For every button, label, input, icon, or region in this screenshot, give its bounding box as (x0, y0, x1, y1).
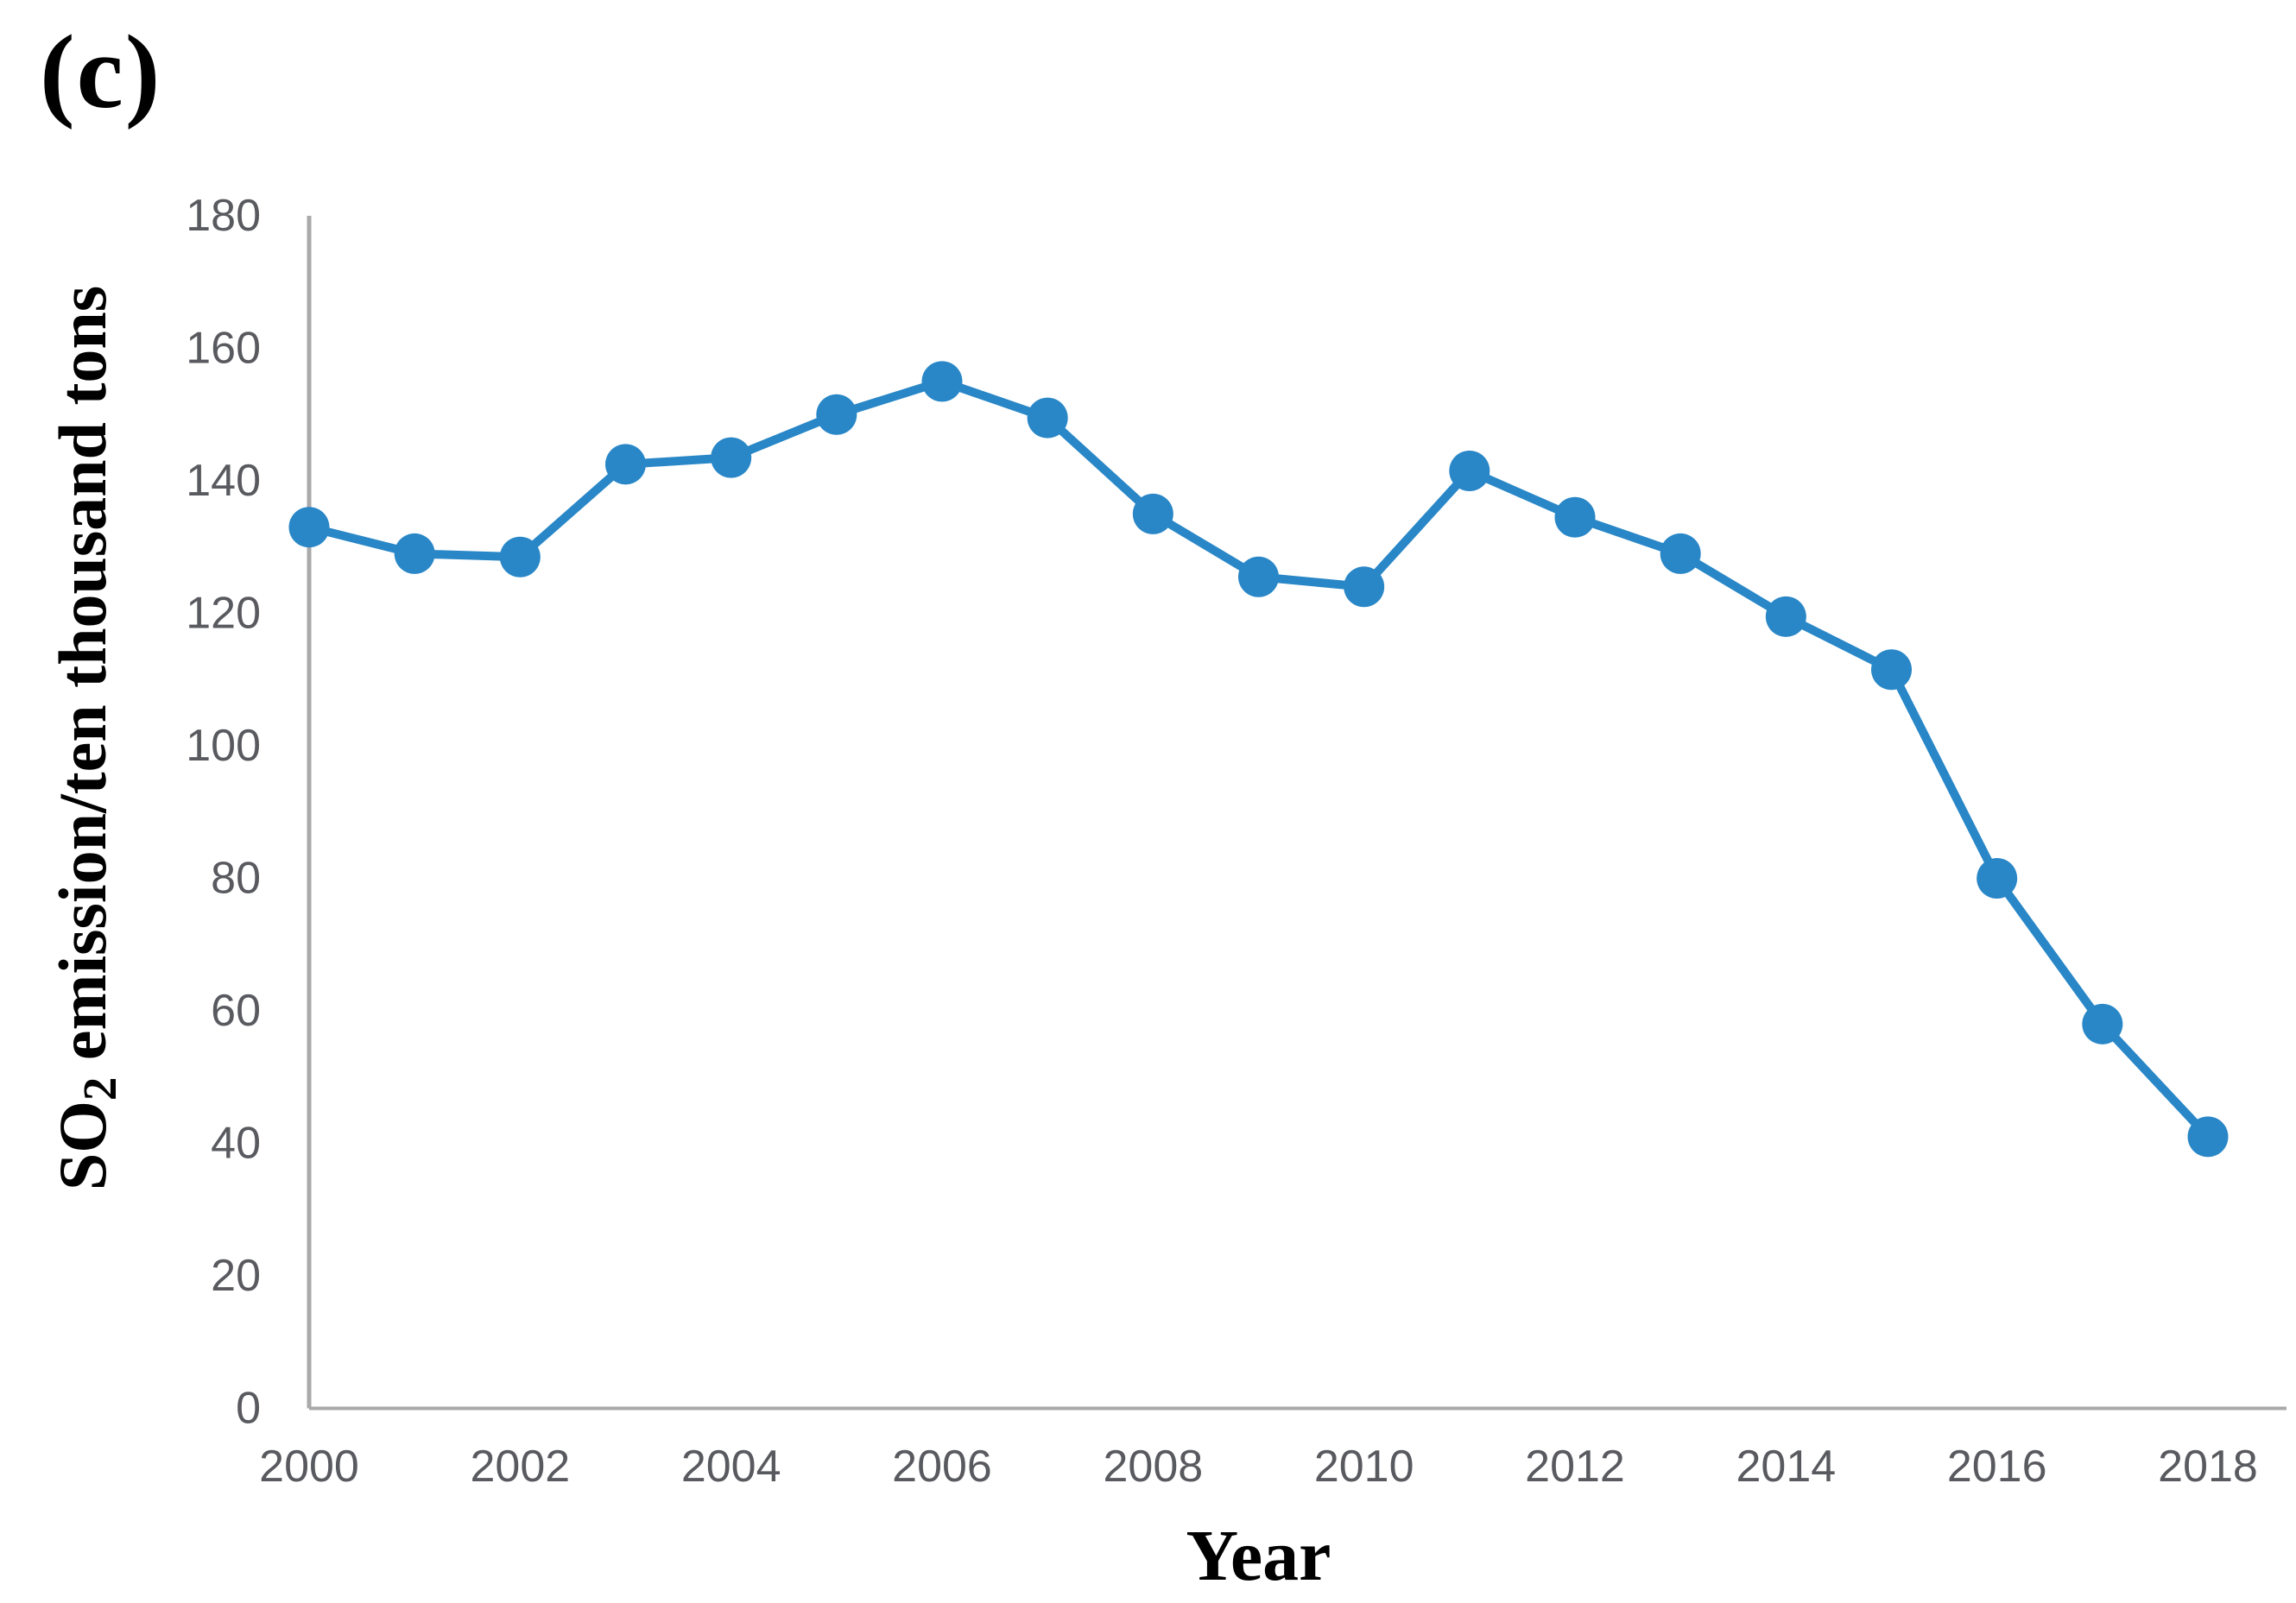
data-point (1554, 496, 1596, 538)
panel-label: (c) (40, 14, 162, 130)
y-tick-label: 140 (186, 456, 261, 506)
data-point (2082, 1003, 2123, 1044)
x-tick-label: 2002 (470, 1442, 570, 1492)
data-point (1660, 533, 1701, 574)
y-tick-label: 160 (186, 324, 261, 374)
data-point (1765, 596, 1806, 637)
y-tick-label: 100 (186, 721, 261, 771)
x-tick-label: 2000 (259, 1442, 359, 1492)
data-point (288, 507, 330, 548)
data-point (605, 444, 646, 485)
x-tick-label: 2010 (1314, 1442, 1414, 1492)
series-line (305, 376, 2212, 1141)
y-tick-label: 40 (211, 1119, 261, 1169)
x-tick-label: 2016 (1947, 1442, 2047, 1492)
data-point (921, 361, 963, 402)
y-tick-label: 180 (186, 191, 261, 241)
data-point (1238, 556, 1279, 597)
y-tick-label: 80 (211, 854, 261, 904)
y-tick-label: 0 (236, 1384, 261, 1434)
data-point (1132, 493, 1173, 534)
data-point (816, 394, 857, 435)
data-point (1027, 397, 1068, 439)
data-point (711, 437, 752, 478)
y-tick-label: 120 (186, 589, 261, 639)
data-point (1449, 450, 1490, 491)
y-tick-label: 60 (211, 986, 261, 1036)
y-tick-label: 20 (211, 1251, 261, 1301)
data-point (394, 533, 435, 574)
data-point (2187, 1116, 2229, 1158)
data-point (499, 536, 541, 577)
data-point (1871, 649, 1912, 691)
x-tick-label: 2014 (1736, 1442, 1836, 1492)
y-axis-title: SO2 emission/ten thousand tons (45, 286, 126, 1190)
x-tick-label: 2004 (681, 1442, 781, 1492)
data-point (1977, 858, 2018, 899)
data-point (1344, 566, 1385, 608)
x-tick-label: 2012 (1525, 1442, 1625, 1492)
x-axis-title: Year (1186, 1516, 1331, 1596)
x-tick-label: 2018 (2158, 1442, 2258, 1492)
x-tick-label: 2008 (1103, 1442, 1203, 1492)
x-tick-label: 2006 (892, 1442, 992, 1492)
